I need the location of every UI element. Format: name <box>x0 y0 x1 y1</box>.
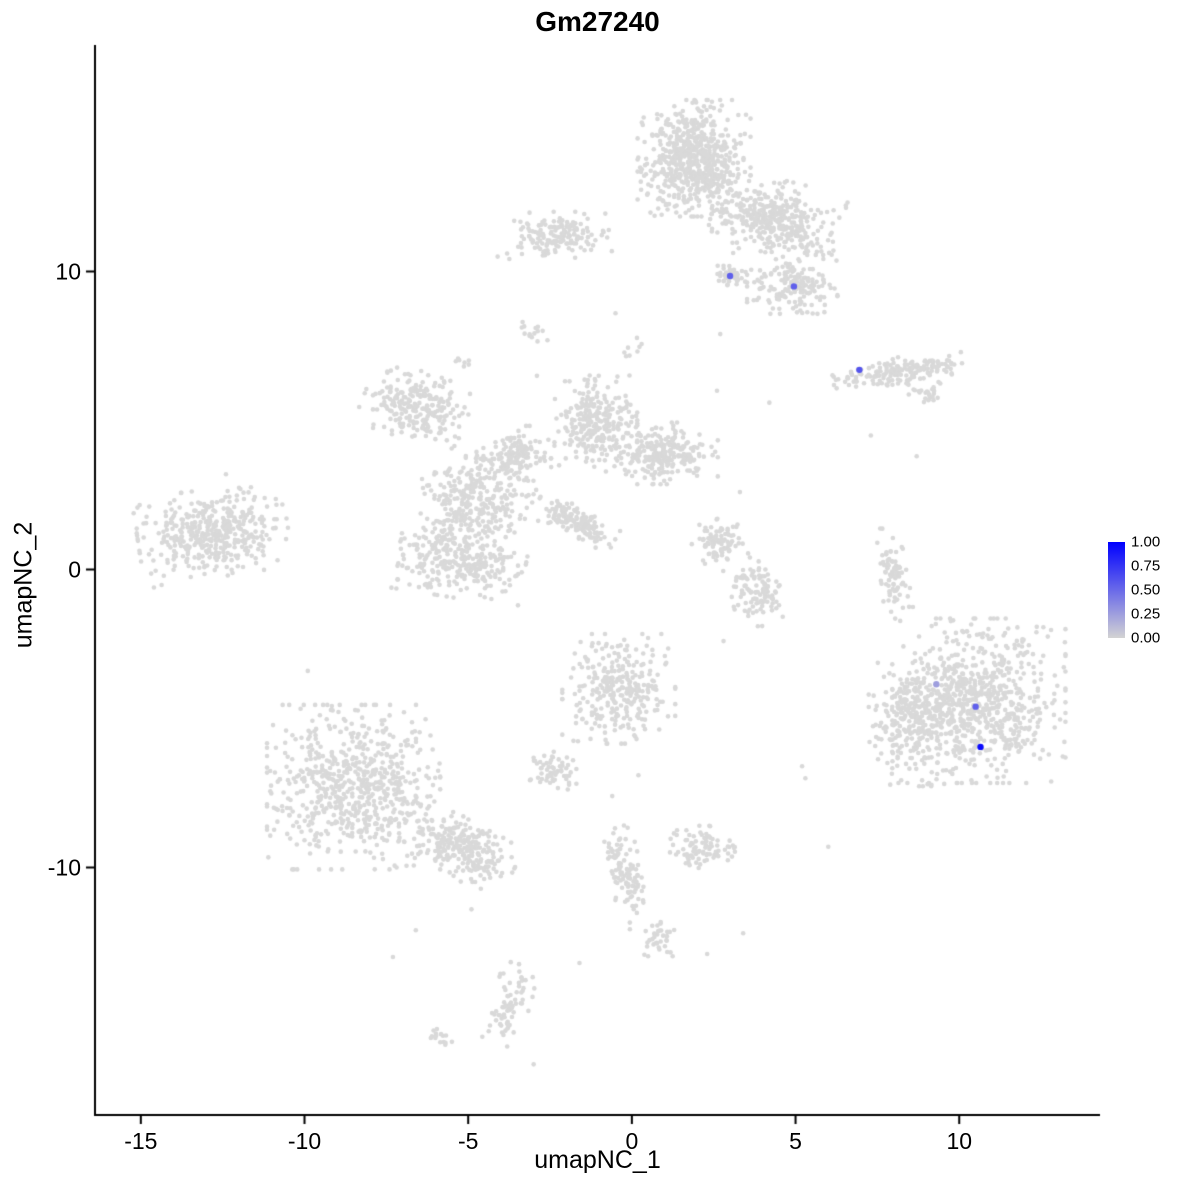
x-tick-label: -10 <box>287 1128 322 1154</box>
legend-tick-label: 0.75 <box>1131 557 1161 575</box>
legend-tick-label: 1.00 <box>1131 533 1161 551</box>
x-tick-label: -15 <box>124 1128 158 1154</box>
x-tick-label: 5 <box>789 1128 802 1154</box>
y-tick-label: -10 <box>47 854 81 881</box>
x-tick-label: 0 <box>625 1128 639 1154</box>
y-tick-label: 0 <box>68 556 81 583</box>
legend-tick-label: 0.25 <box>1131 605 1161 623</box>
x-axis-label: umapNC_1 <box>534 1146 661 1174</box>
x-tick-label: 10 <box>946 1128 973 1154</box>
chart-title: Gm27240 <box>535 6 660 37</box>
x-tick-label: -5 <box>457 1128 479 1154</box>
y-axis-label: umapNC_2 <box>9 521 38 649</box>
legend-tick-label: 0.00 <box>1131 629 1161 647</box>
expression-legend: 1.00 0.75 0.50 0.25 0.00 <box>1108 534 1198 647</box>
y-tick-label: 10 <box>55 258 81 285</box>
legend-tick-label: 0.50 <box>1131 581 1161 599</box>
legend-gradient-bar <box>1108 542 1125 638</box>
